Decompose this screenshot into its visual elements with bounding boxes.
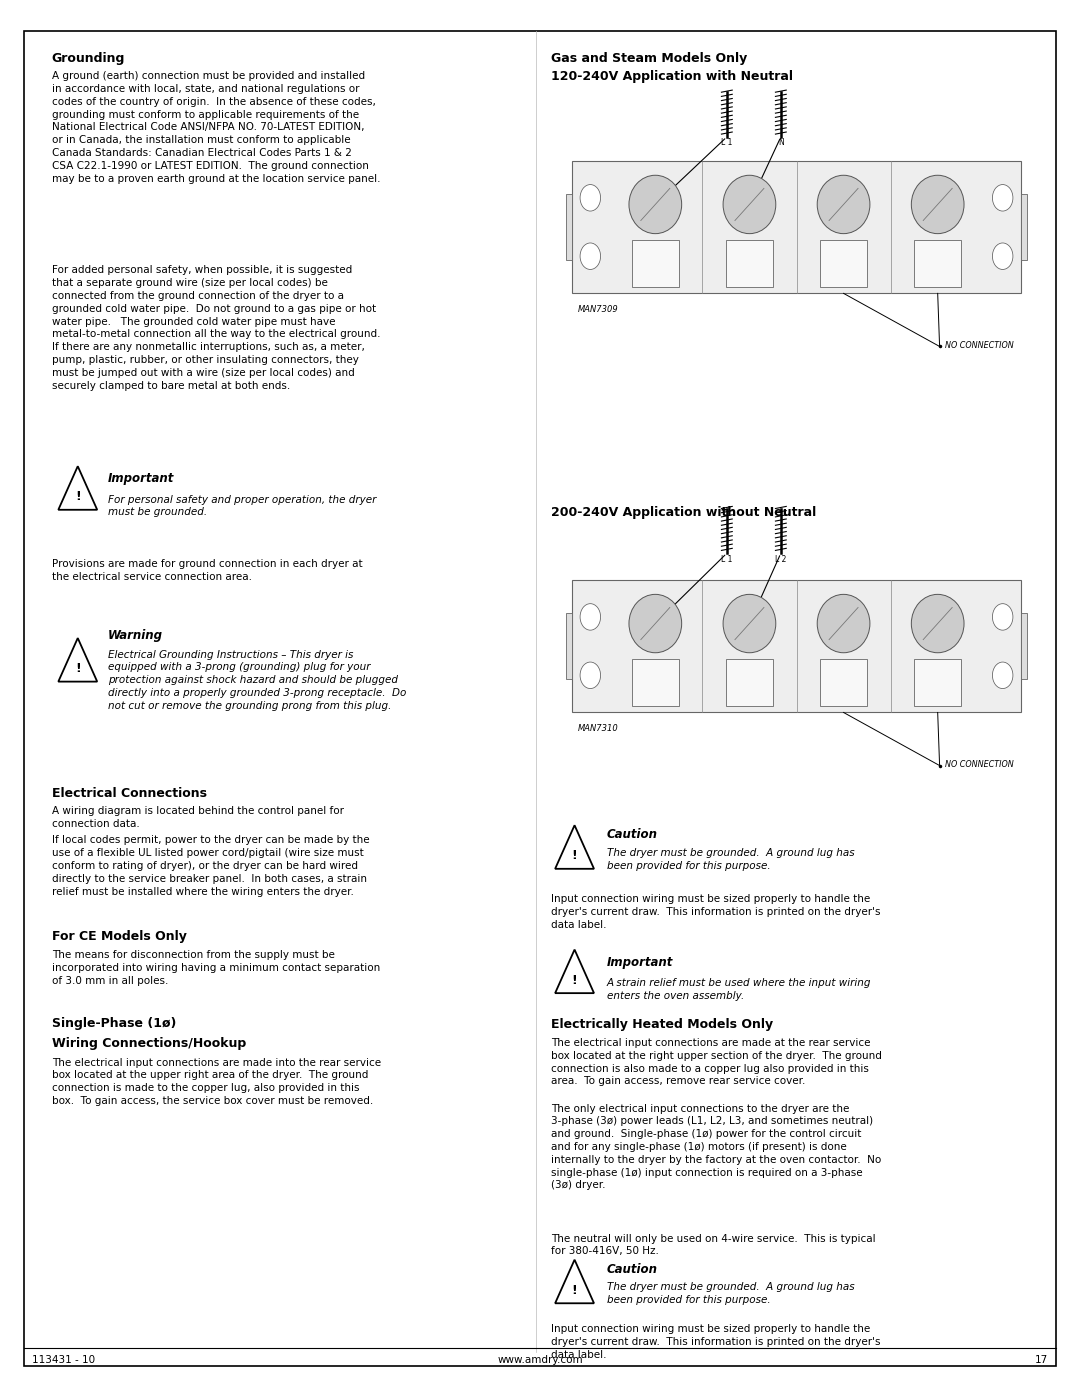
Text: For CE Models Only: For CE Models Only — [52, 930, 187, 943]
Text: Important: Important — [108, 472, 174, 485]
Text: A wiring diagram is located behind the control panel for
connection data.: A wiring diagram is located behind the c… — [52, 806, 343, 828]
Bar — [726, 240, 773, 286]
Ellipse shape — [724, 594, 775, 652]
Text: The means for disconnection from the supply must be
incorporated into wiring hav: The means for disconnection from the sup… — [52, 950, 380, 985]
Text: L 1: L 1 — [721, 555, 732, 563]
Text: The neutral will only be used on 4-wire service.  This is typical
for 380-416V, : The neutral will only be used on 4-wire … — [551, 1234, 876, 1256]
Ellipse shape — [629, 175, 681, 233]
Bar — [726, 659, 773, 705]
Circle shape — [580, 184, 600, 211]
Bar — [566, 613, 572, 679]
Circle shape — [580, 604, 600, 630]
Text: Caution: Caution — [607, 828, 658, 841]
Text: Input connection wiring must be sized properly to handle the
dryer's current dra: Input connection wiring must be sized pr… — [551, 894, 880, 929]
Text: 17: 17 — [1035, 1355, 1048, 1365]
Circle shape — [993, 604, 1013, 630]
Text: A strain relief must be used where the input wiring
enters the oven assembly.: A strain relief must be used where the i… — [607, 978, 872, 1000]
Text: !: ! — [75, 662, 81, 675]
Circle shape — [993, 662, 1013, 689]
Polygon shape — [555, 950, 594, 993]
Text: Warning: Warning — [108, 629, 163, 641]
Text: !: ! — [571, 849, 578, 862]
Ellipse shape — [818, 594, 869, 652]
Text: Electrical Connections: Electrical Connections — [52, 787, 207, 799]
Circle shape — [580, 243, 600, 270]
Text: NO CONNECTION: NO CONNECTION — [945, 760, 1014, 768]
Text: 120-240V Application with Neutral: 120-240V Application with Neutral — [551, 70, 793, 82]
Ellipse shape — [912, 175, 964, 233]
Bar — [914, 659, 961, 705]
Text: For added personal safety, when possible, it is suggested
that a separate ground: For added personal safety, when possible… — [52, 265, 380, 391]
Text: L 1: L 1 — [721, 138, 732, 147]
Ellipse shape — [912, 594, 964, 652]
Bar — [572, 161, 1021, 293]
Text: !: ! — [571, 974, 578, 986]
Polygon shape — [555, 826, 594, 869]
Text: The electrical input connections are made into the rear service
box located at t: The electrical input connections are mad… — [52, 1058, 381, 1106]
Text: A ground (earth) connection must be provided and installed
in accordance with lo: A ground (earth) connection must be prov… — [52, 71, 380, 183]
Text: Important: Important — [607, 956, 673, 968]
Bar — [914, 240, 961, 286]
Text: !: ! — [75, 490, 81, 503]
Text: N: N — [778, 138, 784, 147]
Text: If local codes permit, power to the dryer can be made by the
use of a flexible U: If local codes permit, power to the drye… — [52, 835, 369, 897]
Bar — [820, 240, 867, 286]
Text: The dryer must be grounded.  A ground lug has
been provided for this purpose.: The dryer must be grounded. A ground lug… — [607, 1282, 854, 1305]
Circle shape — [993, 184, 1013, 211]
Text: Electrical Grounding Instructions – This dryer is
equipped with a 3-prong (groun: Electrical Grounding Instructions – This… — [108, 650, 406, 711]
Ellipse shape — [818, 175, 869, 233]
Text: 200-240V Application without Neutral: 200-240V Application without Neutral — [551, 506, 816, 518]
Bar — [1021, 613, 1027, 679]
Bar — [1021, 194, 1027, 260]
Polygon shape — [58, 638, 97, 682]
Polygon shape — [555, 1260, 594, 1303]
Text: 113431 - 10: 113431 - 10 — [32, 1355, 95, 1365]
Text: L 2: L 2 — [775, 555, 786, 563]
Text: For personal safety and proper operation, the dryer
must be grounded.: For personal safety and proper operation… — [108, 495, 376, 517]
Ellipse shape — [629, 594, 681, 652]
Text: Wiring Connections/Hookup: Wiring Connections/Hookup — [52, 1037, 246, 1049]
Text: Electrically Heated Models Only: Electrically Heated Models Only — [551, 1018, 773, 1031]
Polygon shape — [58, 467, 97, 510]
Text: !: ! — [571, 1284, 578, 1296]
Text: NO CONNECTION: NO CONNECTION — [945, 341, 1014, 349]
Bar — [632, 240, 679, 286]
Text: The dryer must be grounded.  A ground lug has
been provided for this purpose.: The dryer must be grounded. A ground lug… — [607, 848, 854, 870]
Ellipse shape — [724, 175, 775, 233]
Text: MAN7309: MAN7309 — [578, 305, 619, 313]
Text: Caution: Caution — [607, 1263, 658, 1275]
Text: Provisions are made for ground connection in each dryer at
the electrical servic: Provisions are made for ground connectio… — [52, 559, 363, 581]
Text: Input connection wiring must be sized properly to handle the
dryer's current dra: Input connection wiring must be sized pr… — [551, 1324, 880, 1359]
Bar — [820, 659, 867, 705]
Circle shape — [993, 243, 1013, 270]
Bar — [572, 580, 1021, 712]
Text: The electrical input connections are made at the rear service
box located at the: The electrical input connections are mad… — [551, 1038, 881, 1087]
Text: Single-Phase (1ø): Single-Phase (1ø) — [52, 1017, 176, 1030]
Bar — [566, 194, 572, 260]
Circle shape — [580, 662, 600, 689]
Text: Gas and Steam Models Only: Gas and Steam Models Only — [551, 52, 747, 64]
Bar — [632, 659, 679, 705]
Text: The only electrical input connections to the dryer are the
3-phase (3ø) power le: The only electrical input connections to… — [551, 1104, 881, 1190]
Text: MAN7310: MAN7310 — [578, 724, 619, 732]
Text: www.amdry.com: www.amdry.com — [497, 1355, 583, 1365]
Text: Grounding: Grounding — [52, 52, 125, 64]
